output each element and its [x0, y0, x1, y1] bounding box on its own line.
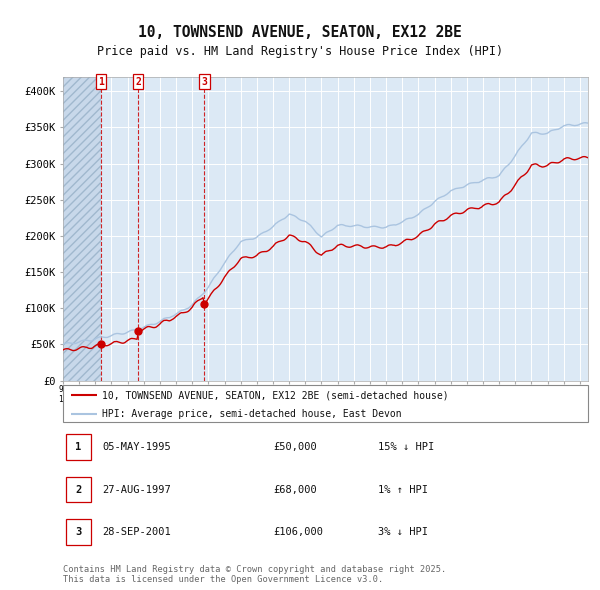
Text: 28-SEP-2001: 28-SEP-2001	[103, 527, 171, 537]
Text: 3: 3	[75, 527, 82, 537]
Text: 1% ↑ HPI: 1% ↑ HPI	[378, 485, 428, 494]
Text: 10, TOWNSEND AVENUE, SEATON, EX12 2BE (semi-detached house): 10, TOWNSEND AVENUE, SEATON, EX12 2BE (s…	[103, 390, 449, 400]
Text: 3% ↓ HPI: 3% ↓ HPI	[378, 527, 428, 537]
Text: 15% ↓ HPI: 15% ↓ HPI	[378, 442, 434, 452]
Text: Contains HM Land Registry data © Crown copyright and database right 2025.
This d: Contains HM Land Registry data © Crown c…	[63, 565, 446, 584]
Text: 1: 1	[98, 77, 104, 87]
Bar	[65, 434, 91, 460]
Text: 3: 3	[201, 77, 207, 87]
Text: £50,000: £50,000	[273, 442, 317, 452]
Text: 1: 1	[75, 442, 82, 452]
Text: 2: 2	[135, 77, 141, 87]
Text: 05-MAY-1995: 05-MAY-1995	[103, 442, 171, 452]
Text: 10, TOWNSEND AVENUE, SEATON, EX12 2BE: 10, TOWNSEND AVENUE, SEATON, EX12 2BE	[138, 25, 462, 40]
Text: Price paid vs. HM Land Registry's House Price Index (HPI): Price paid vs. HM Land Registry's House …	[97, 45, 503, 58]
Bar	[65, 519, 91, 545]
Text: 27-AUG-1997: 27-AUG-1997	[103, 485, 171, 494]
Text: HPI: Average price, semi-detached house, East Devon: HPI: Average price, semi-detached house,…	[103, 409, 402, 419]
Bar	[65, 477, 91, 503]
Bar	[63, 77, 101, 381]
Text: £106,000: £106,000	[273, 527, 323, 537]
Text: 2: 2	[75, 485, 82, 494]
Text: £68,000: £68,000	[273, 485, 317, 494]
